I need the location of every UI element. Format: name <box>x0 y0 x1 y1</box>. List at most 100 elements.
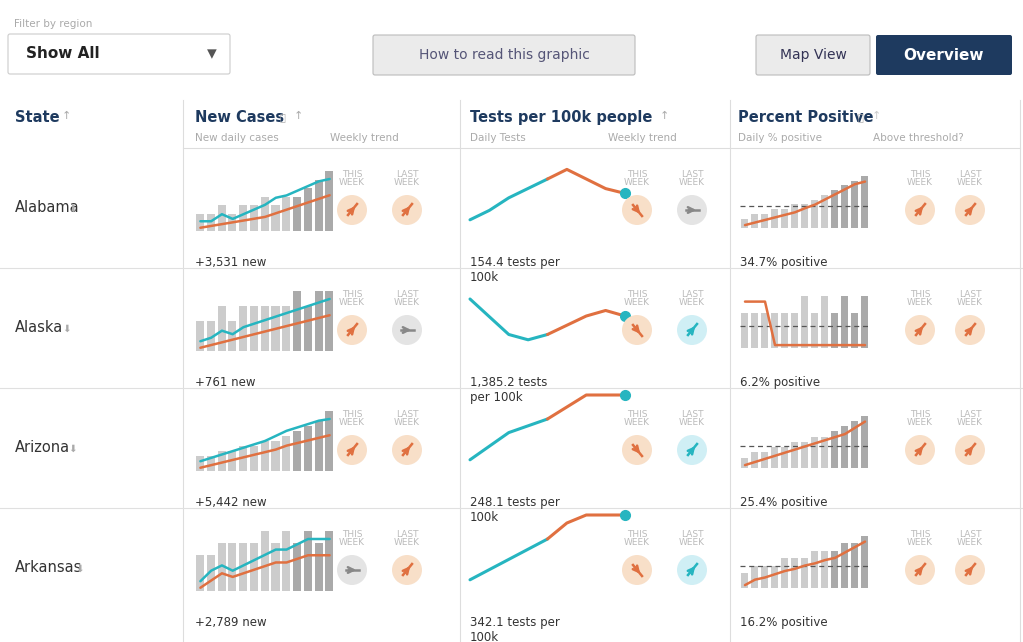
Bar <box>325 171 333 231</box>
Text: WEEK: WEEK <box>907 418 933 427</box>
Text: LAST: LAST <box>959 170 981 179</box>
Text: ⬇: ⬇ <box>76 564 84 574</box>
Text: ⓘ: ⓘ <box>858 112 863 122</box>
Bar <box>250 543 258 591</box>
Text: THIS: THIS <box>342 290 362 299</box>
Text: WEEK: WEEK <box>907 298 933 307</box>
Bar <box>228 321 236 351</box>
Bar <box>851 421 858 468</box>
Bar <box>851 543 858 588</box>
Bar <box>293 197 301 231</box>
Bar <box>196 555 205 591</box>
Text: WEEK: WEEK <box>957 178 983 187</box>
Bar <box>832 551 839 588</box>
Text: WEEK: WEEK <box>394 298 420 307</box>
Text: 154.4 tests per
100k: 154.4 tests per 100k <box>470 256 560 284</box>
Bar <box>791 204 798 228</box>
Text: How to read this graphic: How to read this graphic <box>418 48 589 62</box>
Circle shape <box>337 315 367 345</box>
Text: ⓘ: ⓘ <box>280 112 285 122</box>
Bar <box>261 531 269 591</box>
Bar <box>791 313 798 348</box>
Bar <box>811 200 818 228</box>
Text: LAST: LAST <box>680 170 703 179</box>
Text: ⬇: ⬇ <box>69 204 78 214</box>
Text: WEEK: WEEK <box>957 298 983 307</box>
Bar <box>239 205 248 231</box>
Bar <box>832 190 839 228</box>
Bar <box>196 214 205 231</box>
Bar <box>782 209 789 228</box>
Bar <box>832 313 839 348</box>
Bar <box>761 214 768 228</box>
Bar <box>239 543 248 591</box>
Text: WEEK: WEEK <box>339 418 365 427</box>
Bar <box>239 306 248 351</box>
Bar <box>801 204 808 228</box>
Bar <box>271 543 279 591</box>
Bar <box>761 453 768 468</box>
Circle shape <box>955 555 985 585</box>
Bar <box>801 296 808 348</box>
Bar <box>742 313 749 348</box>
Text: 6.2% positive: 6.2% positive <box>740 376 820 389</box>
Text: Alaska: Alaska <box>15 320 63 336</box>
Bar <box>751 313 758 348</box>
Text: WEEK: WEEK <box>957 418 983 427</box>
Text: THIS: THIS <box>627 530 648 539</box>
Bar <box>282 197 291 231</box>
Circle shape <box>337 555 367 585</box>
Bar <box>851 313 858 348</box>
Text: Filter by region: Filter by region <box>14 19 92 29</box>
Bar <box>861 176 869 228</box>
Text: THIS: THIS <box>627 410 648 419</box>
Bar <box>841 296 848 348</box>
Bar <box>801 442 808 468</box>
Bar <box>261 306 269 351</box>
Text: 1,385.2 tests
per 100k: 1,385.2 tests per 100k <box>470 376 547 404</box>
Bar <box>282 306 291 351</box>
Bar <box>304 306 312 351</box>
Text: Map View: Map View <box>780 48 846 62</box>
Text: LAST: LAST <box>959 290 981 299</box>
Circle shape <box>955 435 985 465</box>
Text: WEEK: WEEK <box>957 538 983 547</box>
Bar <box>218 543 226 591</box>
Text: 34.7% positive: 34.7% positive <box>740 256 828 269</box>
Text: 342.1 tests per
100k: 342.1 tests per 100k <box>470 616 560 642</box>
Text: THIS: THIS <box>909 530 930 539</box>
Bar <box>293 431 301 471</box>
Text: LAST: LAST <box>680 530 703 539</box>
Bar <box>314 421 322 471</box>
Circle shape <box>905 555 935 585</box>
Bar <box>196 321 205 351</box>
Text: THIS: THIS <box>342 170 362 179</box>
Text: +5,442 new: +5,442 new <box>195 496 267 509</box>
Text: Percent Positive: Percent Positive <box>738 110 874 125</box>
Bar <box>791 442 798 468</box>
Circle shape <box>955 315 985 345</box>
Bar <box>751 566 758 588</box>
Text: Tests per 100k people: Tests per 100k people <box>470 110 653 125</box>
Bar <box>325 531 333 591</box>
Text: ↑: ↑ <box>294 111 304 121</box>
Circle shape <box>337 435 367 465</box>
Text: 16.2% positive: 16.2% positive <box>740 616 828 629</box>
Bar <box>314 291 322 351</box>
Text: THIS: THIS <box>909 170 930 179</box>
Bar <box>811 437 818 468</box>
Bar <box>293 291 301 351</box>
Text: LAST: LAST <box>680 410 703 419</box>
Text: THIS: THIS <box>342 530 362 539</box>
Bar <box>228 214 236 231</box>
Bar <box>196 456 205 471</box>
Text: Daily Tests: Daily Tests <box>470 133 526 143</box>
Text: Daily % positive: Daily % positive <box>738 133 822 143</box>
Text: Alabama: Alabama <box>15 200 80 216</box>
Bar <box>742 458 749 468</box>
Bar <box>282 531 291 591</box>
Text: LAST: LAST <box>959 410 981 419</box>
Text: WEEK: WEEK <box>624 418 650 427</box>
Bar <box>239 446 248 471</box>
Bar <box>742 573 749 588</box>
